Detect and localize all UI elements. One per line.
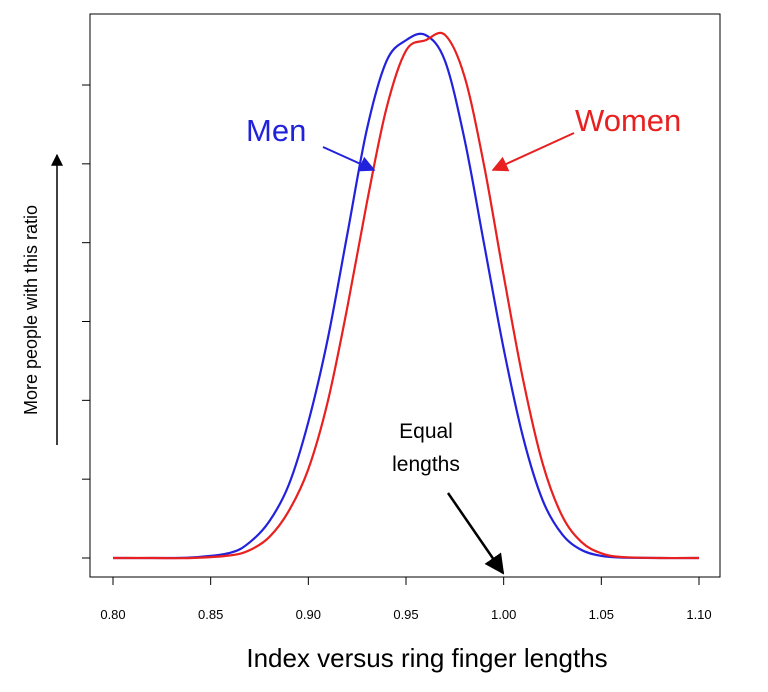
men-annotation-label: Men [246,113,306,148]
x-tick-label: 1.10 [686,607,711,622]
series-line-men [112,32,700,560]
x-tick-label: 1.00 [491,607,516,622]
men-annotation-arrow [322,146,376,172]
x-tick-label: 0.80 [100,607,125,622]
women-annotation-arrow [491,132,575,172]
equal-lengths-label-line1: Equal [399,420,453,443]
x-tick-label: 0.90 [296,607,321,622]
x-axis-title: Index versus ring finger lengths [246,643,607,673]
equal-lengths-label-line2: lengths [392,453,460,476]
y-axis-title: More people with this ratio [21,205,41,415]
equal-lengths-arrow [446,492,505,575]
x-tick-label: 1.05 [589,607,614,622]
women-annotation-label: Women [575,103,681,138]
plot-frame [89,13,721,578]
series-layer [112,31,700,560]
y-axis [82,84,90,559]
series-line-women [113,31,700,560]
x-tick-label: 0.95 [393,607,418,622]
x-axis: 0.80 0.85 0.90 0.95 1.00 1.05 1.10 [100,577,712,622]
x-tick-label: 0.85 [198,607,223,622]
